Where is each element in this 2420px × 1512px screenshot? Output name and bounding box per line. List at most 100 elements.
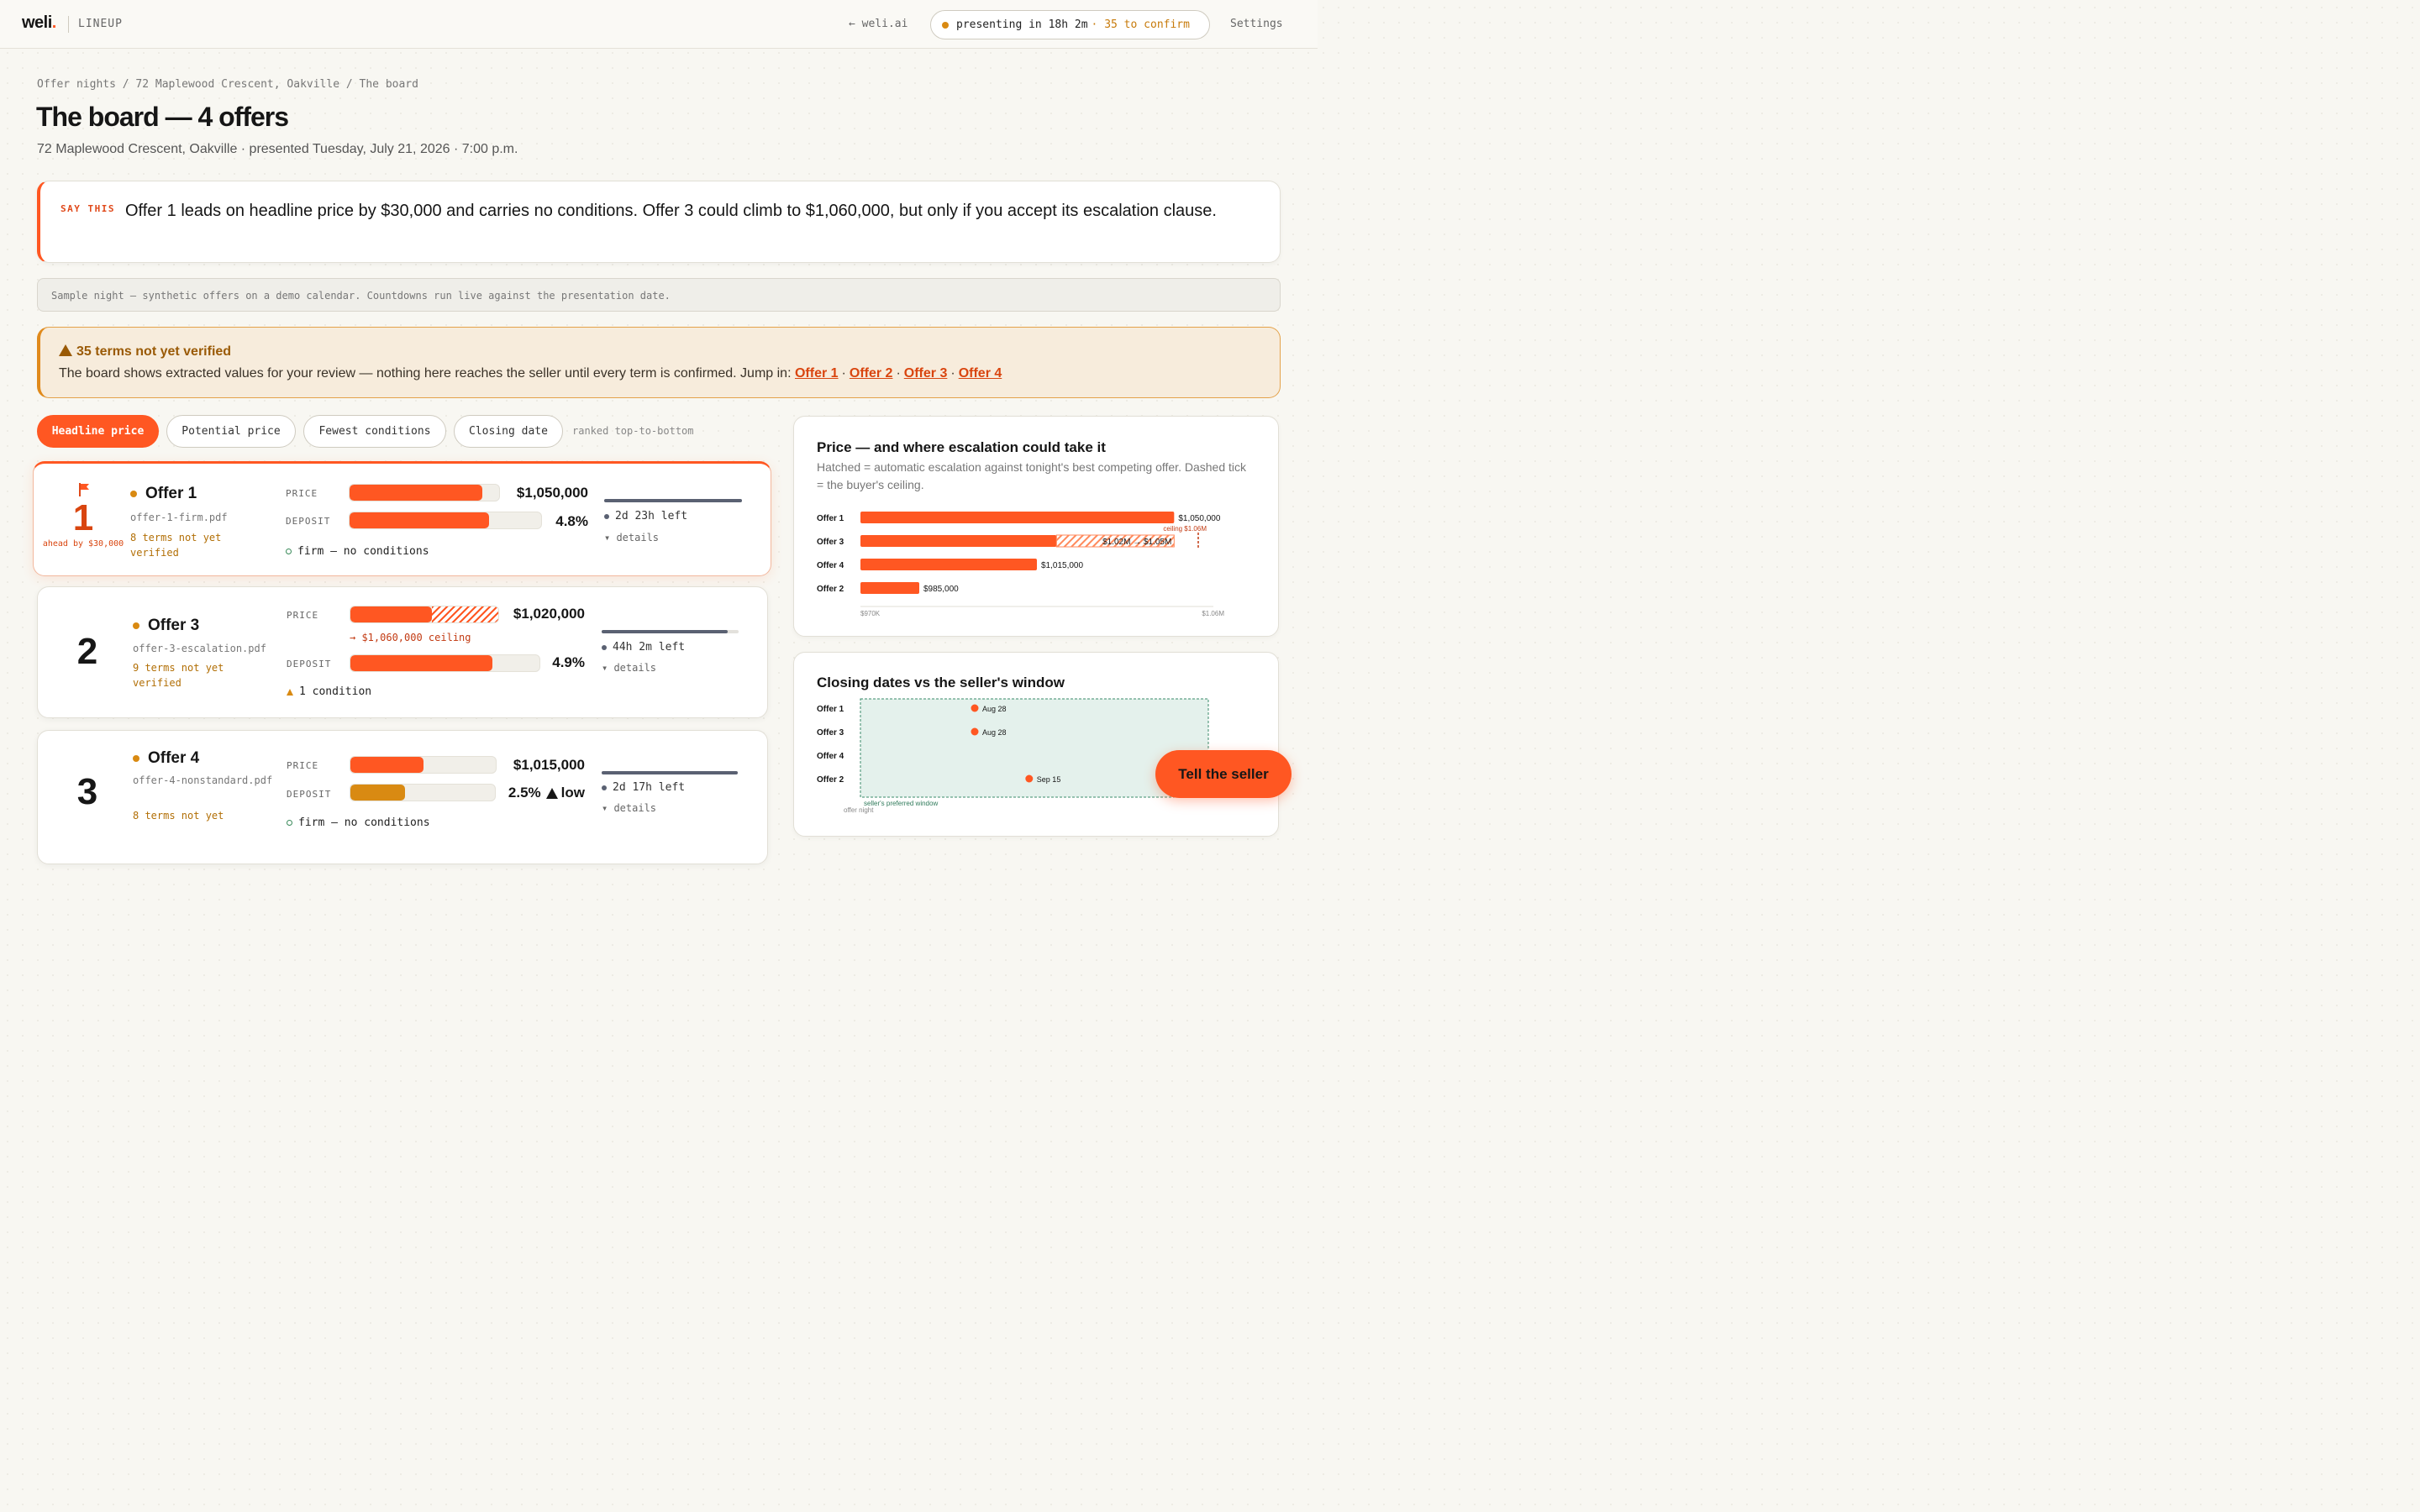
x-tick-label: $1.06M	[1202, 610, 1224, 617]
divider	[68, 16, 69, 33]
ceiling-label: ceiling $1.06M	[1163, 525, 1207, 533]
price-bar	[860, 559, 1037, 570]
sample-note: Sample night — synthetic offers on a dem…	[37, 278, 1281, 312]
escalation-bar	[1055, 534, 1175, 548]
price-chart-subtitle: Hatched = automatic escalation against t…	[817, 460, 1246, 491]
time-left: 2d 17h left	[602, 781, 685, 794]
confirm-count: · 35 to confirm	[1091, 18, 1190, 31]
offer-file-name[interactable]: offer-4-nonstandard.pdf	[133, 774, 273, 786]
sort-headline-price-button[interactable]: Headline price	[37, 415, 159, 448]
closing-date-label: Aug 28	[982, 705, 1007, 713]
tell-the-seller-button[interactable]: Tell the seller	[1155, 750, 1292, 798]
sort-closing-date-button[interactable]: Closing date	[454, 415, 563, 448]
price-bar	[350, 756, 497, 774]
time-remaining-fill	[604, 499, 742, 502]
condition-status: firm — no conditions	[286, 545, 429, 558]
price-bar	[350, 606, 499, 623]
unverified-terms[interactable]: 8 terms not yet verified	[130, 532, 222, 559]
price-chart: Offer 1 $1,050,000 Offer 3 $1.02M → $1.05M c…	[817, 512, 1224, 617]
ahead-by-label: ahead by $30,000	[42, 539, 124, 549]
rank-number: 3	[76, 771, 98, 812]
verification-warning: 35 terms not yet verified The board show…	[37, 327, 1281, 398]
deposit-bar-fill	[350, 512, 490, 528]
price-value-label: $1,015,000	[1041, 561, 1083, 570]
condition-status: 1 condition	[287, 685, 371, 698]
firm-ring-icon	[287, 820, 292, 826]
time-remaining-fill	[602, 771, 738, 774]
price-bar-fill	[350, 757, 424, 773]
escalation-label: $1.02M → $1.05M	[1102, 538, 1171, 547]
offer-file-name[interactable]: offer-3-escalation.pdf	[133, 643, 266, 654]
deposit-label: DEPOSIT	[287, 659, 332, 669]
say-this-text: Offer 1 leads on headline price by $30,0…	[125, 202, 1217, 220]
condition-warning-icon	[287, 688, 293, 696]
rank-number: 2	[76, 631, 98, 672]
breadcrumb[interactable]: Offer nights / 72 Maplewood Crescent, Oa…	[37, 78, 418, 91]
say-this-card: SAY THIS Offer 1 leads on headline price…	[37, 181, 1281, 263]
closing-date-point	[971, 727, 979, 736]
jump-offer-1-link[interactable]: Offer 1	[794, 366, 839, 381]
price-bar-category: Offer 4	[817, 561, 844, 570]
deposit-bar	[349, 512, 542, 529]
clock-dot-icon	[604, 513, 609, 519]
price-value: $1,015,000	[513, 757, 585, 773]
deposit-value: 4.8%	[555, 513, 588, 529]
deposit-value: 4.9%	[552, 654, 585, 670]
unverified-terms[interactable]: 8 terms not yet	[133, 810, 224, 822]
deposit-bar-fill	[350, 785, 406, 801]
settings-link[interactable]: Settings	[1230, 18, 1283, 30]
price-bar-fill	[350, 485, 483, 501]
price-value: $1,020,000	[513, 606, 585, 622]
presenting-countdown-pill[interactable]: presenting in 18h 2m · 35 to confirm	[930, 10, 1210, 39]
page-title: The board — 4 offers	[36, 102, 289, 132]
firm-ring-icon	[286, 549, 292, 554]
deposit-bar-fill	[350, 655, 492, 671]
price-label: PRICE	[286, 488, 318, 499]
offer-card[interactable]: 1 ahead by $30,000 Offer 1 offer-1-firm.…	[33, 461, 771, 576]
sort-fewest-conditions-button[interactable]: Fewest conditions	[303, 415, 446, 448]
closing-date-point	[1025, 774, 1034, 783]
top-bar: weli. LINEUP ← weli.ai presenting in 18h…	[0, 0, 1318, 49]
deposit-bar	[350, 784, 496, 801]
page-subtitle: 72 Maplewood Crescent, Oakville · presen…	[37, 142, 518, 156]
escalation-hatch	[431, 606, 498, 622]
offer-file-name[interactable]: offer-1-firm.pdf	[130, 512, 228, 523]
offer-night-label: offer night	[844, 806, 874, 814]
offer-card[interactable]: 2 Offer 3 offer-3-escalation.pdf 9 terms…	[37, 586, 768, 718]
logo[interactable]: weli.	[22, 13, 56, 32]
jump-offer-2-link[interactable]: Offer 2	[849, 366, 893, 381]
back-to-weli-link[interactable]: ← weli.ai	[849, 18, 908, 30]
offer-card[interactable]: 3 Offer 4 offer-4-nonstandard.pdf 8 term…	[37, 730, 768, 864]
price-value: $1,050,000	[516, 485, 588, 501]
price-bar	[860, 535, 1057, 547]
details-toggle[interactable]: ▾ details	[602, 662, 657, 674]
price-label: PRICE	[287, 760, 319, 771]
status-dot-icon	[942, 21, 949, 29]
offer-name: Offer 3	[133, 617, 199, 635]
closing-chart-card: Closing dates vs the seller's window sel…	[793, 652, 1279, 837]
jump-offer-3-link[interactable]: Offer 3	[903, 366, 948, 381]
unverified-terms[interactable]: 9 terms not yet verified	[133, 662, 224, 689]
offer-name: Offer 1	[130, 485, 197, 503]
price-bar	[860, 582, 919, 594]
x-tick-label: $970K	[860, 610, 881, 617]
deposit-bar	[350, 654, 540, 672]
price-chart-card: Price — and where escalation could take …	[793, 416, 1279, 637]
status-dot-icon	[130, 491, 137, 497]
warning-title: 35 terms not yet verified	[59, 344, 231, 360]
price-value-label: $1,050,000	[1178, 514, 1220, 523]
closing-category: Offer 3	[817, 728, 844, 738]
details-toggle[interactable]: ▾ details	[602, 802, 657, 814]
jump-offer-4-link[interactable]: Offer 4	[958, 366, 1002, 381]
details-toggle[interactable]: ▾ details	[604, 532, 660, 543]
sort-potential-price-button[interactable]: Potential price	[166, 415, 296, 448]
section-name: LINEUP	[78, 18, 123, 30]
offer-name: Offer 4	[133, 749, 199, 768]
presenting-text: presenting in 18h 2m	[956, 18, 1088, 31]
time-left: 2d 23h left	[604, 510, 687, 522]
price-bar-category: Offer 1	[817, 514, 844, 523]
time-left: 44h 2m left	[602, 641, 685, 654]
price-bar-category: Offer 2	[817, 585, 844, 594]
closing-category: Offer 1	[817, 705, 844, 714]
